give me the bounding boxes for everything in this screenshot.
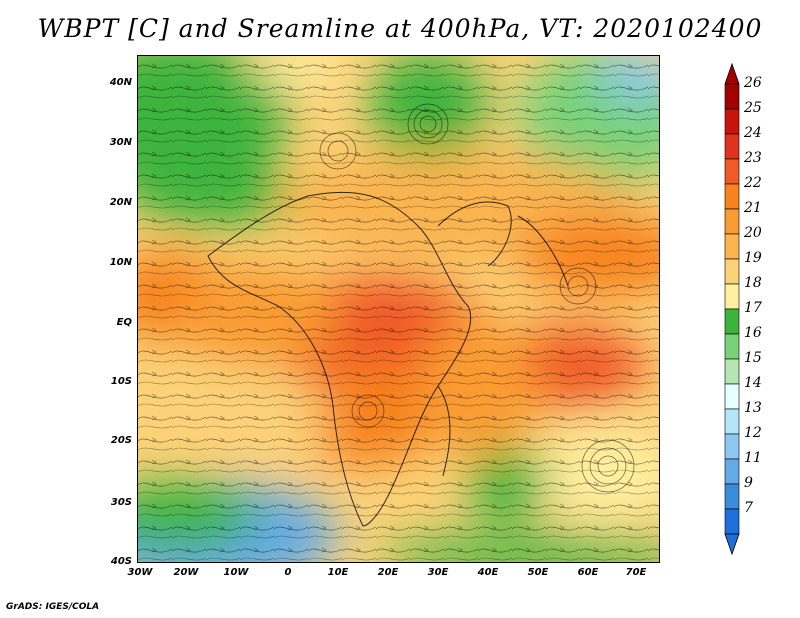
footer-credit: GrADS: IGES/COLA xyxy=(6,602,100,612)
x-label-30w: 30W xyxy=(127,567,153,578)
x-label-70e: 70E xyxy=(625,567,647,578)
x-label-10e: 10E xyxy=(327,567,349,578)
x-label-60e: 60E xyxy=(577,567,599,578)
colorbar-cell xyxy=(724,183,740,210)
chart-title: WBPT [C] and Sreamline at 400hPa, VT: 20… xyxy=(37,14,763,43)
wbpt-field xyxy=(138,56,659,562)
colorbar-label: 22 xyxy=(744,175,762,191)
colorbar-label: 9 xyxy=(744,475,753,491)
y-label-eq: EQ xyxy=(116,317,132,328)
colorbar-cell xyxy=(724,408,740,435)
colorbar-label: 21 xyxy=(744,200,762,216)
y-label-40n: 40N xyxy=(109,77,132,88)
y-label-10n: 10N xyxy=(109,257,132,268)
y-label-30s: 30S xyxy=(110,497,132,508)
colorbar-label: 11 xyxy=(744,450,762,466)
colorbar-label: 26 xyxy=(744,75,762,91)
colorbar-up-arrow-icon xyxy=(724,62,740,85)
colorbar-cell xyxy=(724,208,740,235)
colorbar-cell xyxy=(724,233,740,260)
colorbar-cell xyxy=(724,358,740,385)
colorbar-label: 15 xyxy=(744,350,762,366)
colorbar-cell xyxy=(724,158,740,185)
colorbar-label: 19 xyxy=(744,250,762,266)
colorbar-down-arrow-icon xyxy=(724,533,740,556)
colorbar-cell xyxy=(724,483,740,510)
colorbar-label: 14 xyxy=(744,375,762,391)
x-label-30e: 30E xyxy=(427,567,449,578)
colorbar-cell xyxy=(724,258,740,285)
y-label-30n: 30N xyxy=(109,137,132,148)
map-panel xyxy=(137,55,660,563)
y-label-20s: 20S xyxy=(110,435,132,446)
x-label-50e: 50E xyxy=(527,567,549,578)
colorbar-cell xyxy=(724,283,740,310)
x-label-10w: 10W xyxy=(223,567,249,578)
colorbar-cell xyxy=(724,383,740,410)
colorbar-label: 17 xyxy=(744,300,762,316)
colorbar-cell xyxy=(724,333,740,360)
colorbar-cell xyxy=(724,433,740,460)
y-label-20n: 20N xyxy=(109,197,132,208)
colorbar-label: 12 xyxy=(744,425,762,441)
y-label-10s: 10S xyxy=(110,376,132,387)
x-label-20w: 20W xyxy=(173,567,199,578)
y-label-40s: 40S xyxy=(110,556,132,567)
x-label-0: 0 xyxy=(284,567,292,578)
colorbar-label: 20 xyxy=(744,225,762,241)
colorbar-cell xyxy=(724,458,740,485)
colorbar-label: 18 xyxy=(744,275,762,291)
colorbar-label: 25 xyxy=(744,100,762,116)
colorbar-cell xyxy=(724,308,740,335)
x-label-40e: 40E xyxy=(477,567,499,578)
colorbar-cell xyxy=(724,508,740,535)
colorbar-label: 7 xyxy=(744,500,753,516)
colorbar xyxy=(724,62,740,556)
colorbar-label: 16 xyxy=(744,325,762,341)
colorbar-label: 24 xyxy=(744,125,762,141)
colorbar-label: 13 xyxy=(744,400,762,416)
colorbar-label: 23 xyxy=(744,150,762,166)
x-label-20e: 20E xyxy=(377,567,399,578)
colorbar-cell xyxy=(724,83,740,110)
colorbar-cell xyxy=(724,133,740,160)
colorbar-cell xyxy=(724,108,740,135)
